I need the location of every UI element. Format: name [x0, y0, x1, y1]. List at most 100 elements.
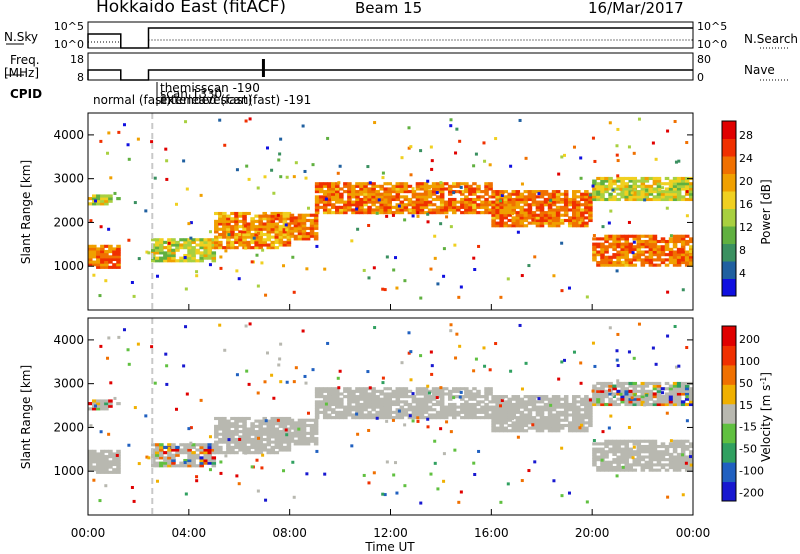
power-speckle — [109, 176, 112, 179]
velocity-speckle — [228, 438, 231, 441]
power-speckle — [460, 186, 463, 189]
velocity-speckle — [655, 363, 658, 366]
velocity-speckle — [382, 377, 385, 380]
power-speckle — [589, 193, 592, 196]
power-speckle — [131, 281, 134, 284]
velocity-cell — [359, 403, 364, 406]
power-speckle — [147, 251, 150, 254]
velocity-cell — [628, 390, 633, 393]
velocity-cell — [379, 398, 384, 401]
power-cell — [96, 247, 101, 250]
velocity-cell — [347, 387, 352, 390]
velocity-speckle — [666, 496, 669, 499]
power-cell — [645, 256, 650, 259]
velocity-speckle — [94, 404, 97, 407]
power-speckle — [616, 154, 619, 157]
power-cell — [592, 237, 597, 240]
xtick-label: 00:00 — [71, 526, 106, 540]
power-speckle — [632, 251, 635, 254]
velocity-cell — [560, 419, 565, 422]
velocity-speckle — [401, 361, 404, 364]
velocity-speckle — [293, 496, 296, 499]
power-colorbar-swatch — [722, 279, 736, 297]
power-speckle — [578, 221, 581, 224]
velocity-cell — [544, 403, 549, 406]
power-cell — [645, 177, 650, 180]
power-cell — [624, 182, 629, 185]
power-speckle — [385, 215, 388, 218]
power-cell — [596, 243, 601, 246]
velocity-cell — [604, 403, 609, 406]
power-cell — [641, 235, 646, 238]
velocity-speckle — [573, 351, 576, 354]
power-speckle — [209, 230, 212, 233]
power-cell — [416, 193, 421, 196]
power-cell — [673, 177, 678, 180]
power-cell — [649, 235, 654, 238]
power-cell — [404, 195, 409, 198]
velocity-cell — [100, 450, 105, 453]
velocity-speckle — [568, 492, 571, 495]
power-speckle — [412, 187, 415, 190]
power-cell — [412, 190, 417, 193]
power-cell — [637, 235, 642, 238]
velocity-speckle — [104, 484, 107, 487]
velocity-speckle — [442, 480, 445, 483]
velocity-speckle — [385, 420, 388, 423]
velocity-speckle — [285, 428, 288, 431]
power-cell — [669, 237, 674, 240]
power-cell — [171, 249, 176, 252]
velocity-speckle — [381, 381, 384, 384]
power-cell — [400, 195, 405, 198]
power-cell — [108, 245, 113, 248]
power-speckle — [94, 199, 97, 202]
velocity-speckle — [615, 349, 618, 352]
power-cell — [396, 182, 401, 185]
velocity-speckle — [517, 436, 520, 439]
power-speckle — [253, 237, 256, 240]
power-cell — [536, 195, 541, 198]
power-cell — [560, 198, 565, 201]
power-speckle — [244, 247, 247, 250]
power-speckle — [367, 276, 370, 279]
velocity-cell — [616, 403, 621, 406]
velocity-cell — [637, 440, 642, 443]
power-cell — [444, 187, 449, 190]
velocity-speckle — [429, 473, 432, 476]
velocity-cell — [375, 390, 380, 393]
velocity-colorbar-tick: -50 — [739, 443, 757, 456]
power-cell — [88, 197, 93, 200]
power-cell — [375, 185, 380, 188]
power-speckle — [224, 249, 227, 252]
power-cell — [234, 246, 239, 249]
velocity-cell — [532, 395, 537, 398]
velocity-cell — [179, 443, 184, 446]
velocity-colorbar-label: Velocity [m s-1] — [759, 372, 773, 462]
nsky-trace — [88, 28, 693, 48]
velocity-cell — [428, 395, 433, 398]
velocity-cell — [195, 464, 200, 467]
velocity-cell — [608, 461, 613, 464]
power-speckle — [666, 291, 669, 294]
velocity-speckle — [184, 325, 187, 328]
velocity-colorbar-tick: 100 — [739, 355, 760, 368]
velocity-speckle — [443, 452, 446, 455]
velocity-cell — [448, 390, 453, 393]
power-cell — [175, 241, 180, 244]
power-cell — [230, 217, 235, 220]
velocity-speckle — [616, 474, 619, 477]
power-cell — [544, 190, 549, 193]
power-colorbar-swatch — [722, 139, 736, 157]
power-cell — [669, 180, 674, 183]
velocity-cell — [568, 413, 573, 416]
power-cell — [212, 251, 217, 254]
power-speckle — [277, 214, 280, 217]
velocity-cell — [234, 451, 239, 454]
power-speckle — [356, 228, 359, 231]
velocity-cell — [306, 424, 311, 427]
velocity-speckle — [238, 482, 241, 485]
velocity-cell — [222, 417, 227, 420]
power-cell — [633, 177, 638, 180]
velocity-cell — [363, 387, 368, 390]
velocity-cell — [404, 408, 409, 411]
